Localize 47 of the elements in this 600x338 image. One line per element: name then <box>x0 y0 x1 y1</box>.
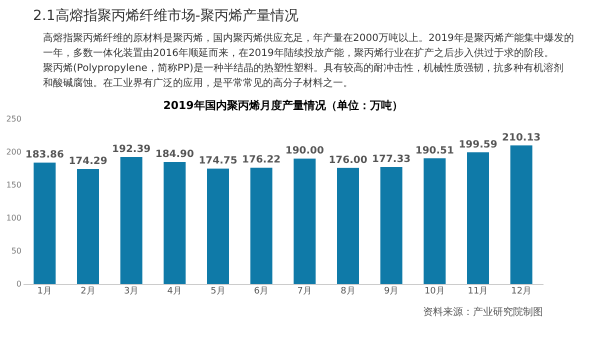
y-tick-label: 0 <box>16 280 22 288</box>
y-tick-label: 200 <box>6 148 22 156</box>
bar <box>34 162 56 284</box>
bar <box>120 157 142 284</box>
x-tick-label: 7月 <box>297 286 312 296</box>
bar <box>294 158 316 284</box>
y-tick-label: 50 <box>11 246 22 256</box>
bar <box>467 152 489 284</box>
bar <box>337 168 359 284</box>
data-label: 174.29 <box>68 156 108 167</box>
bar <box>380 166 402 284</box>
x-tick-label: 8月 <box>340 286 356 296</box>
y-tick-label: 150 <box>6 180 22 190</box>
data-label: 184.90 <box>155 148 194 160</box>
x-tick-label: 5月 <box>210 286 226 296</box>
x-tick-label: 12月 <box>511 286 532 296</box>
x-tick-label: 3月 <box>124 286 139 296</box>
x-tick-label: 1月 <box>37 286 52 296</box>
chart-title: 2019年国内聚丙烯月度产量情况（单位：万吨） <box>163 99 403 112</box>
data-label: 174.75 <box>198 156 238 167</box>
x-tick-label: 11月 <box>468 286 488 296</box>
text: 聚丙烯(Polypropylene，简称PP)是一种半结晶的热塑性塑料。具有较高的耐冲击性，机械性质强韧，抗多种有机溶剂和酸碱腐蚀。在工业界有广泛的应用，是平常常见的高分子材料之一。 <box>43 62 564 89</box>
y-tick-label: 250 <box>6 114 22 124</box>
x-tick-label: 10月 <box>424 286 445 296</box>
bar <box>77 168 99 284</box>
data-label: 190.00 <box>285 146 324 157</box>
x-tick-label: 4月 <box>167 286 182 296</box>
data-label: 199.59 <box>458 139 498 150</box>
data-label: 192.39 <box>112 144 151 156</box>
bar <box>424 158 446 284</box>
data-label: 176.22 <box>242 154 281 166</box>
data-label: 190.51 <box>415 145 454 156</box>
bar <box>207 168 229 284</box>
x-tick-label: 2月 <box>80 286 96 296</box>
data-label: 210.13 <box>502 132 541 144</box>
text: 资料来源：产业研究院制图 <box>423 306 543 318</box>
text: 2.1高熔指聚丙烯纤维市场-聚丙烯产量情况 <box>33 8 298 24</box>
y-tick-label: 100 <box>6 214 22 222</box>
text: 高熔指聚丙烯纤维的原材料是聚丙烯，国内聚丙烯供应充足，年产量在2000万吨以上。2019年是聚丙烯产能集中爆发的一年，多数一体化装置由2016年顺延而来，在2019年陆续投放产能，聚丙烯行业在扩产之后步入供过于求的阶段。 <box>43 32 574 59</box>
bar <box>510 145 532 284</box>
bar <box>250 168 272 284</box>
bar <box>164 162 186 284</box>
data-label: 177.33 <box>372 154 411 165</box>
data-label: 183.86 <box>25 150 64 161</box>
x-tick-label: 9月 <box>384 286 399 296</box>
x-tick-label: 6月 <box>254 286 269 296</box>
data-label: 176.00 <box>328 154 368 166</box>
